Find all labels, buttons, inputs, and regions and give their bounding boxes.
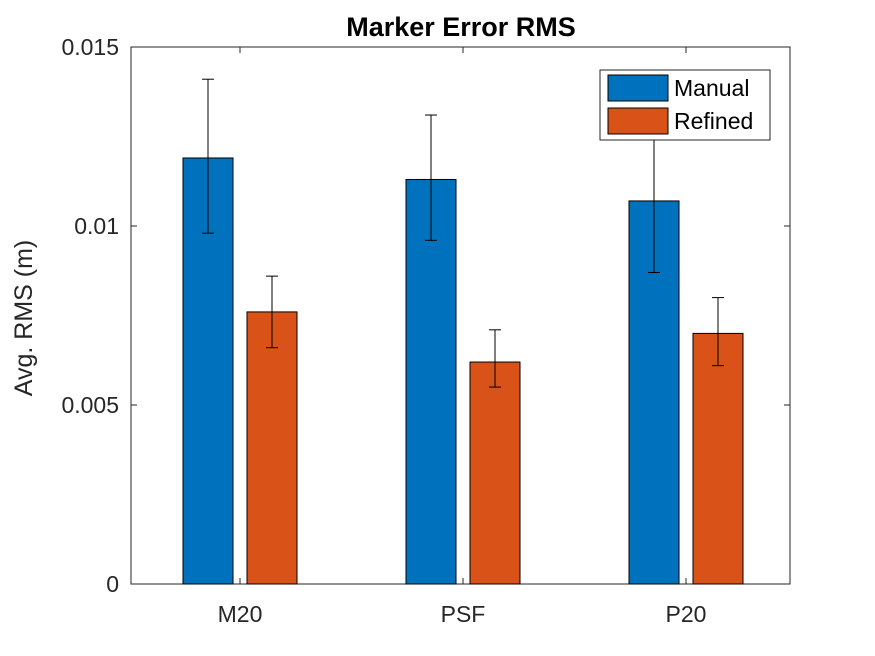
chart-title: Marker Error RMS [346,12,576,42]
bar-refined [692,332,744,585]
x-tick-label: M20 [218,601,263,627]
x-tick-label: PSF [441,601,486,627]
legend-label-manual: Manual [674,75,749,101]
legend-label-refined: Refined [674,108,753,134]
bar-manual [405,178,457,585]
legend-swatch-manual [607,74,669,102]
legend: Manual Refined [599,69,771,141]
y-tick-label: 0.015 [61,34,119,60]
axes-box [130,46,791,585]
bar-refined [469,361,521,585]
x-tick-label: P20 [666,601,707,627]
plot-area: 0 0.005 0.01 0.015 M20 PSF P20 [61,34,791,627]
y-axis-label: Avg. RMS (m) [10,240,38,397]
y-tick-label: 0.005 [61,392,119,418]
bar-refined [246,311,298,585]
y-tick-label: 0.01 [74,213,119,239]
y-tick-label: 0 [106,571,119,597]
legend-swatch-refined [607,107,669,135]
